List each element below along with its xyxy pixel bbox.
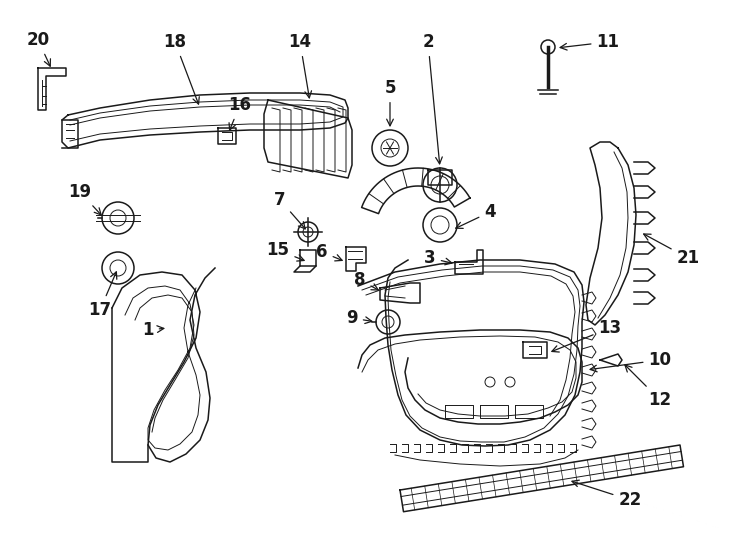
Text: 7: 7: [275, 191, 305, 229]
Text: 21: 21: [644, 234, 700, 267]
Text: 18: 18: [164, 33, 199, 104]
Text: 5: 5: [385, 79, 396, 126]
Text: 2: 2: [422, 33, 443, 164]
Text: 13: 13: [552, 319, 622, 352]
Text: 1: 1: [142, 321, 164, 339]
Text: 9: 9: [346, 309, 372, 327]
Text: 17: 17: [88, 272, 117, 319]
Text: 20: 20: [26, 31, 51, 66]
Text: 3: 3: [424, 249, 452, 267]
Text: 11: 11: [560, 33, 619, 51]
Text: 8: 8: [355, 271, 378, 290]
Text: 22: 22: [572, 480, 642, 509]
Text: 16: 16: [228, 96, 252, 130]
Text: 4: 4: [456, 203, 495, 228]
Text: 12: 12: [625, 365, 672, 409]
Text: 14: 14: [288, 33, 311, 98]
Text: 6: 6: [316, 243, 342, 261]
Text: 10: 10: [590, 351, 672, 372]
Text: 15: 15: [266, 241, 304, 261]
Text: 19: 19: [68, 183, 101, 215]
